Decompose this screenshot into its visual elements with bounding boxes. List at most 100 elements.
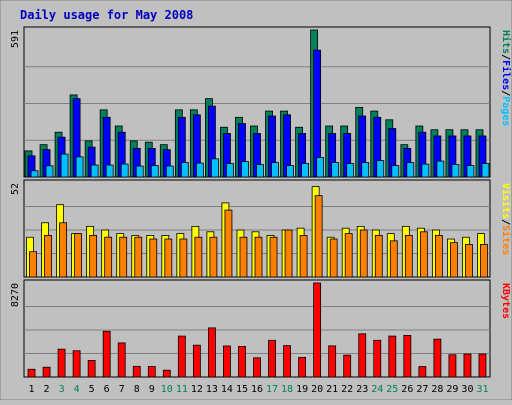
x-tick-label-14: 14 [221, 384, 233, 395]
bar-pages-day-5 [90, 164, 99, 178]
bar-kbytes-day-22 [343, 354, 352, 378]
x-tick-label-29: 29 [446, 384, 458, 395]
bar-kbytes-day-8 [132, 365, 141, 378]
bar-kbytes-day-19 [298, 356, 306, 378]
x-tick-label-15: 15 [236, 384, 248, 395]
x-tick-label-27: 27 [416, 384, 428, 395]
x-tick-label-20: 20 [311, 384, 323, 395]
bar-sites-day-31 [480, 244, 488, 278]
x-tick-label-16: 16 [251, 384, 263, 395]
x-tick-label-24: 24 [371, 384, 383, 395]
bar-kbytes-day-16 [253, 357, 261, 378]
panel-top-legend: Hits/Files/Pages [500, 30, 512, 126]
x-tick-label-9: 9 [149, 384, 155, 395]
x-tick-label-30: 30 [461, 384, 473, 395]
x-tick-label-2: 2 [44, 384, 50, 395]
bar-kbytes-day-18 [283, 345, 291, 378]
bar-kbytes-day-14 [223, 345, 231, 378]
panel-middle-max-label: 52 [10, 183, 21, 195]
bar-pages-day-30 [466, 165, 475, 178]
bar-pages-day-9 [150, 165, 159, 178]
x-tick-label-13: 13 [206, 384, 218, 395]
bar-sites-day-9 [149, 238, 158, 278]
x-tick-label-23: 23 [356, 384, 368, 395]
bar-kbytes-day-7 [117, 342, 126, 378]
bar-sites-day-12 [194, 236, 203, 278]
bar-sites-day-22 [344, 233, 353, 278]
bar-pages-day-6 [105, 164, 114, 178]
bar-sites-day-25 [389, 240, 398, 278]
bar-sites-day-26 [404, 235, 413, 278]
chart-title: Daily usage for May 2008 [20, 8, 193, 22]
bar-kbytes-day-30 [463, 353, 472, 378]
x-tick-label-25: 25 [386, 384, 398, 395]
bar-sites-day-4 [74, 233, 83, 278]
bar-kbytes-day-23 [358, 333, 367, 378]
bar-sites-day-28 [434, 235, 443, 278]
legend-item: Visits [500, 183, 512, 219]
bar-kbytes-day-26 [403, 334, 412, 378]
bar-sites-day-27 [419, 231, 428, 278]
bar-pages-day-26 [406, 162, 415, 178]
bar-pages-day-7 [120, 163, 129, 178]
x-tick-label-6: 6 [104, 384, 110, 395]
bar-kbytes-day-15 [238, 346, 246, 378]
bar-pages-day-29 [451, 164, 460, 178]
bar-pages-day-24 [376, 160, 385, 178]
bar-sites-day-20 [314, 195, 323, 278]
bar-pages-day-17 [271, 162, 279, 178]
legend-item: / [500, 54, 511, 60]
bar-pages-day-3 [60, 153, 69, 178]
bar-sites-day-23 [359, 229, 368, 278]
bar-sites-day-21 [329, 238, 338, 278]
panel-bottom-legend: KBytes [500, 283, 511, 319]
bar-pages-day-21 [331, 162, 340, 178]
bar-pages-day-20 [316, 157, 325, 178]
x-tick-label-21: 21 [326, 384, 338, 395]
x-tick-label-19: 19 [296, 384, 308, 395]
x-tick-label-18: 18 [281, 384, 293, 395]
bar-pages-day-19 [301, 163, 309, 178]
bar-pages-day-16 [256, 164, 264, 178]
bar-sites-day-10 [164, 238, 173, 278]
bar-pages-day-4 [75, 156, 84, 178]
bar-sites-day-6 [104, 236, 113, 278]
bar-sites-day-1 [29, 251, 37, 278]
bar-kbytes-day-3 [57, 348, 66, 378]
bar-kbytes-day-29 [448, 354, 457, 378]
bar-pages-day-27 [421, 163, 430, 178]
bar-pages-day-23 [361, 162, 370, 178]
bar-sites-day-11 [179, 238, 188, 278]
bar-sites-day-8 [134, 236, 143, 278]
bar-kbytes-day-10 [162, 369, 171, 378]
x-tick-label-1: 1 [29, 384, 35, 395]
bar-kbytes-day-2 [42, 366, 51, 378]
legend-item: Files [500, 60, 512, 90]
bar-sites-day-5 [89, 235, 98, 278]
x-tick-label-10: 10 [161, 384, 173, 395]
bar-kbytes-day-28 [433, 338, 442, 378]
bar-pages-day-18 [286, 165, 294, 178]
legend-item: Hits [500, 30, 512, 54]
bar-kbytes-day-25 [388, 335, 397, 378]
bar-sites-day-18 [284, 229, 293, 278]
bar-kbytes-day-9 [147, 366, 156, 378]
bar-kbytes-day-4 [72, 350, 81, 378]
bar-pages-day-12 [195, 162, 204, 178]
bar-pages-day-31 [481, 163, 490, 178]
x-tick-label-3: 3 [59, 384, 65, 395]
x-tick-label-7: 7 [119, 384, 125, 395]
x-tick-label-11: 11 [176, 384, 188, 395]
bar-sites-day-29 [450, 242, 458, 278]
bar-sites-day-19 [299, 235, 308, 278]
legend-item: KBytes [500, 283, 511, 319]
bar-kbytes-day-24 [373, 339, 382, 378]
bar-pages-day-25 [391, 165, 400, 178]
bar-pages-day-11 [180, 162, 189, 178]
x-tick-label-22: 22 [341, 384, 353, 395]
legend-item: Sites [500, 225, 512, 255]
bar-kbytes-day-12 [192, 344, 201, 378]
bar-kbytes-day-21 [328, 345, 337, 378]
panel-middle-legend: Visits/Sites [500, 183, 512, 255]
bar-sites-day-30 [465, 244, 473, 278]
